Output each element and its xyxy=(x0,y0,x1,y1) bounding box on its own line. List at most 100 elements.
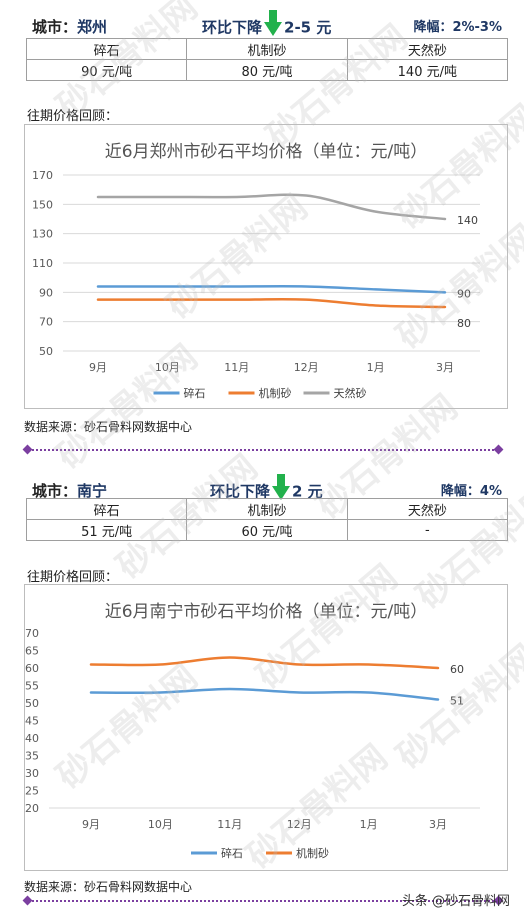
history-label: 往期价格回顾： xyxy=(27,570,119,585)
y-tick-label: 35 xyxy=(25,750,39,763)
x-tick-label: 9月 xyxy=(82,818,100,831)
data-label: 90 xyxy=(457,287,471,300)
price-chart: 近6月郑州市砂石平均价格（单位：元/吨） 50 70 90 110 130 150 170 9… xyxy=(24,124,508,409)
drop-rate: 降幅：4% xyxy=(441,480,502,499)
price-table: 碎石 机制砂 天然砂 90 元/吨 80 元/吨 140 元/吨 xyxy=(25,38,509,81)
y-tick-label: 20 xyxy=(25,802,39,815)
table-header-cell: 天然砂 xyxy=(346,38,509,60)
legend-label: 碎石 xyxy=(221,846,243,860)
data-source: 数据来源：砂石骨料网数据中心 xyxy=(24,880,193,894)
series-line xyxy=(89,687,440,701)
table-header-cell: 天然砂 xyxy=(346,498,509,520)
table-header-cell: 碎石 xyxy=(25,498,188,520)
x-tick-label: 10月 xyxy=(148,818,173,831)
city-label: 城市： xyxy=(32,18,78,36)
y-tick-label: 70 xyxy=(25,627,39,640)
line-chart-svg: 50 70 90 110 130 150 170 9月 10月 11月 12月 1月 3月 90 80 140… xyxy=(32,169,480,400)
data-label: 140 xyxy=(457,214,478,227)
data-label: 60 xyxy=(450,663,464,676)
section-divider xyxy=(22,895,504,906)
trend: 环比下降 2-5 元 xyxy=(202,10,332,40)
y-tick-label: 130 xyxy=(32,228,53,241)
city-name: 南宁 xyxy=(77,482,108,500)
trend-label: 环比下降 xyxy=(210,482,271,501)
trend-value: 2-5 元 xyxy=(284,18,332,37)
trend: 环比下降 2 元 xyxy=(210,474,323,504)
x-tick-label: 10月 xyxy=(155,361,180,374)
divider-diamond-icon xyxy=(493,444,504,455)
table-cell: 90 元/吨 xyxy=(25,59,188,81)
y-tick-label: 30 xyxy=(25,767,39,780)
x-tick-label: 3月 xyxy=(429,818,447,831)
city-title: 城市：南宁 xyxy=(32,480,107,501)
y-tick-label: 50 xyxy=(39,345,53,358)
x-tick-label: 1月 xyxy=(360,818,378,831)
line-chart-svg: 20 25 30 35 40 45 50 55 60 65 70 9月 10月 11月 12月 1月 3月 51 6… xyxy=(25,627,480,860)
y-tick-label: 60 xyxy=(25,662,39,675)
x-tick-label: 12月 xyxy=(287,818,312,831)
series-line xyxy=(96,297,447,309)
footer-credit: 头条 @砂石骨料网 xyxy=(401,894,510,909)
y-tick-label: 110 xyxy=(32,257,53,270)
drop-label: 降幅： xyxy=(413,20,453,35)
city-name: 郑州 xyxy=(77,18,108,36)
down-arrow-icon xyxy=(272,474,291,504)
x-tick-label: 11月 xyxy=(224,361,249,374)
y-tick-label: 170 xyxy=(32,169,53,182)
y-tick-label: 25 xyxy=(25,785,39,798)
price-chart: 近6月南宁市砂石平均价格（单位：元/吨） 20 25 30 35 40 45 50 55 60 6… xyxy=(24,584,508,871)
drop-value: 2%-3% xyxy=(452,20,502,35)
y-tick-label: 45 xyxy=(25,715,39,728)
data-label: 51 xyxy=(450,695,464,708)
down-arrow-icon xyxy=(264,10,283,40)
table-header-cell: 机制砂 xyxy=(186,498,348,520)
x-tick-label: 3月 xyxy=(436,361,454,374)
table-header-cell: 碎石 xyxy=(25,38,188,60)
data-source: 数据来源：砂石骨料网数据中心 xyxy=(24,420,193,434)
legend-label: 机制砂 xyxy=(259,386,292,400)
drop-label: 降幅： xyxy=(440,484,480,499)
y-tick-label: 65 xyxy=(25,645,39,658)
series-line xyxy=(89,656,440,670)
y-tick-label: 55 xyxy=(25,680,39,693)
table-header-row: 碎石 机制砂 天然砂 xyxy=(25,38,509,60)
series-line xyxy=(96,193,447,221)
table-header-row: 碎石 机制砂 天然砂 xyxy=(25,498,509,520)
city-label: 城市： xyxy=(32,482,78,500)
y-tick-label: 150 xyxy=(32,198,53,211)
trend-value: 2 元 xyxy=(292,482,323,501)
section-divider xyxy=(22,444,504,455)
data-label: 80 xyxy=(457,317,471,330)
chart-title: 近6月郑州市砂石平均价格（单位：元/吨） xyxy=(104,142,428,162)
divider-diamond-icon xyxy=(22,444,33,455)
divider-diamond-icon xyxy=(22,895,33,906)
table-cell: 60 元/吨 xyxy=(186,519,348,541)
table-row: 51 元/吨 60 元/吨 - xyxy=(25,519,509,541)
table-cell: 140 元/吨 xyxy=(346,59,509,81)
price-table: 碎石 机制砂 天然砂 51 元/吨 60 元/吨 - xyxy=(25,498,509,541)
trend-label: 环比下降 xyxy=(202,18,263,37)
city-title: 城市：郑州 xyxy=(32,16,107,37)
legend-label: 机制砂 xyxy=(296,846,329,860)
drop-rate: 降幅：2%-3% xyxy=(413,16,502,35)
series-line xyxy=(96,284,447,294)
legend-label: 天然砂 xyxy=(334,386,367,400)
legend-label: 碎石 xyxy=(184,386,206,400)
chart-title: 近6月南宁市砂石平均价格（单位：元/吨） xyxy=(104,602,428,622)
y-tick-label: 40 xyxy=(25,732,39,745)
table-header-cell: 机制砂 xyxy=(186,38,348,60)
x-tick-label: 9月 xyxy=(89,361,107,374)
table-cell: 51 元/吨 xyxy=(25,519,188,541)
history-label: 往期价格回顾： xyxy=(27,109,119,124)
table-row: 90 元/吨 80 元/吨 140 元/吨 xyxy=(25,59,509,81)
summary-header: 城市：南宁 环比下降 2 元 降幅：4% xyxy=(28,474,506,501)
summary-header: 城市：郑州 环比下降 2-5 元 降幅：2%-3% xyxy=(28,10,506,37)
drop-value: 4% xyxy=(479,484,502,499)
x-tick-label: 11月 xyxy=(217,818,242,831)
x-tick-label: 12月 xyxy=(294,361,319,374)
table-cell: 80 元/吨 xyxy=(186,59,348,81)
y-tick-label: 90 xyxy=(39,286,53,299)
x-tick-label: 1月 xyxy=(367,361,385,374)
y-tick-label: 50 xyxy=(25,697,39,710)
y-tick-label: 70 xyxy=(39,316,53,329)
